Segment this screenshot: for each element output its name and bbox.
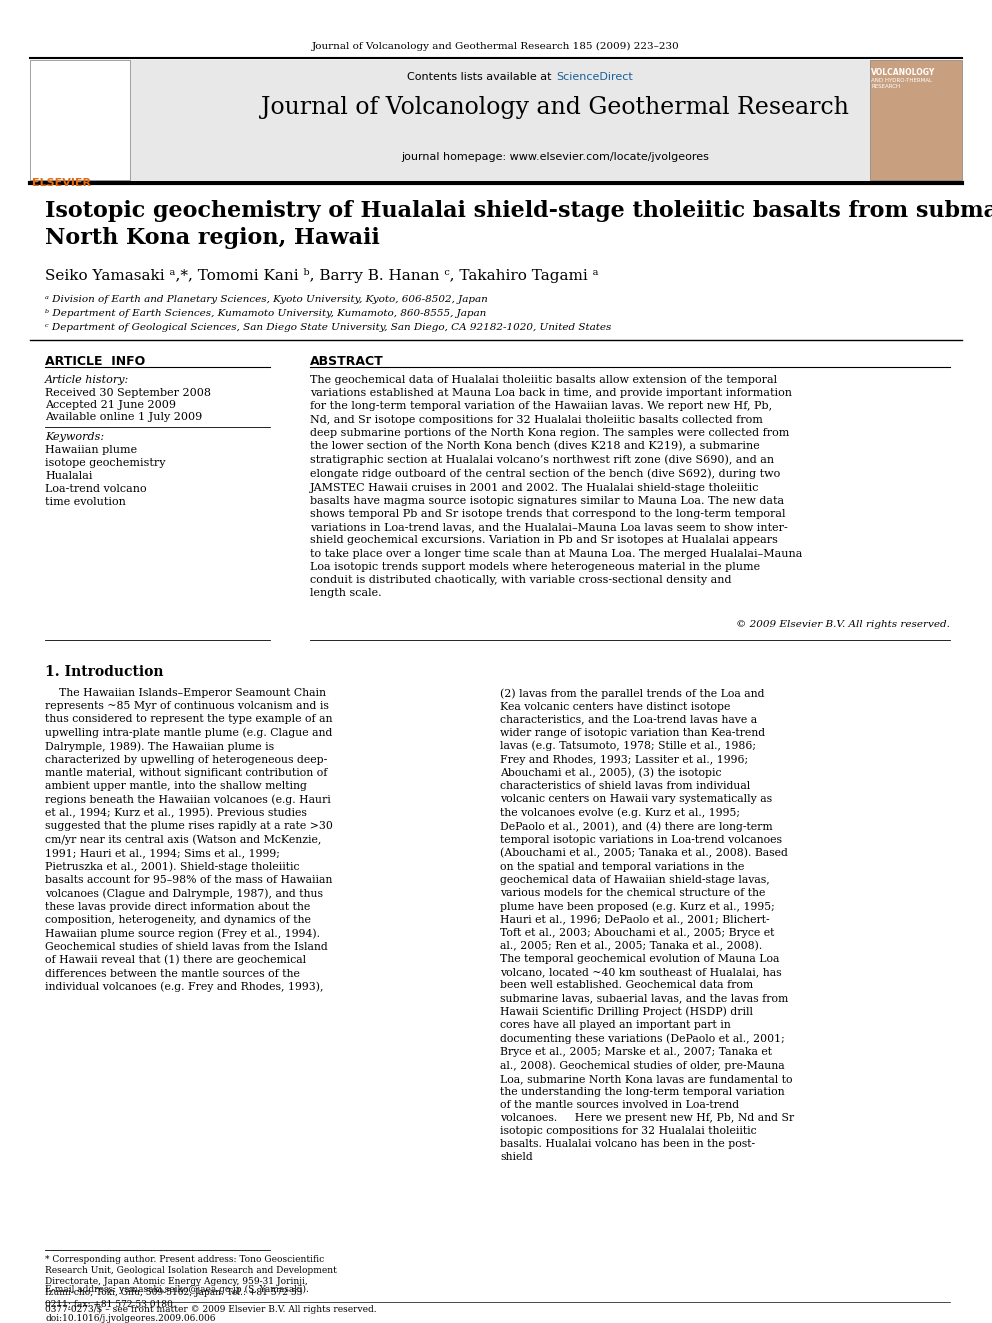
Text: Contents lists available at: Contents lists available at: [407, 71, 555, 82]
Bar: [870, 60, 962, 180]
Text: ᶜ Department of Geological Sciences, San Diego State University, San Diego, CA 9: ᶜ Department of Geological Sciences, San…: [45, 323, 611, 332]
Text: ᵇ Department of Earth Sciences, Kumamoto University, Kumamoto, 860-8555, Japan: ᵇ Department of Earth Sciences, Kumamoto…: [45, 310, 486, 318]
Text: Article history:: Article history:: [45, 374, 129, 385]
Text: 0377-0273/$ – see front matter © 2009 Elsevier B.V. All rights reserved.: 0377-0273/$ – see front matter © 2009 El…: [45, 1304, 377, 1314]
Text: Hualalai: Hualalai: [45, 471, 92, 482]
Text: isotope geochemistry: isotope geochemistry: [45, 458, 166, 468]
Text: E-mail address: yamasaki.seiko@jaea.go.jp (S. Yamasaki).: E-mail address: yamasaki.seiko@jaea.go.j…: [45, 1285, 309, 1294]
Text: Journal of Volcanology and Geothermal Research: Journal of Volcanology and Geothermal Re…: [261, 97, 849, 119]
Text: VOLCANOLOGY: VOLCANOLOGY: [871, 67, 935, 77]
Bar: [30, 60, 130, 180]
Text: AND HYDRO-THERMAL
RESEARCH: AND HYDRO-THERMAL RESEARCH: [871, 78, 932, 89]
Text: Available online 1 July 2009: Available online 1 July 2009: [45, 411, 202, 422]
Text: ELSEVIER: ELSEVIER: [32, 179, 91, 188]
Text: time evolution: time evolution: [45, 497, 126, 507]
Text: Isotopic geochemistry of Hualalai shield-stage tholeiitic basalts from submarine: Isotopic geochemistry of Hualalai shield…: [45, 200, 992, 249]
Text: * Corresponding author. Present address: Tono Geoscientific
Research Unit, Geolo: * Corresponding author. Present address:…: [45, 1256, 337, 1308]
Text: (2) lavas from the parallel trends of the Loa and
Kea volcanic centers have dist: (2) lavas from the parallel trends of th…: [500, 688, 795, 1162]
Text: journal homepage: www.elsevier.com/locate/jvolgeores: journal homepage: www.elsevier.com/locat…: [401, 152, 709, 161]
Text: Received 30 September 2008: Received 30 September 2008: [45, 388, 211, 398]
Text: ABSTRACT: ABSTRACT: [310, 355, 384, 368]
Text: Loa-trend volcano: Loa-trend volcano: [45, 484, 147, 493]
Text: ScienceDirect: ScienceDirect: [556, 71, 633, 82]
Text: 1. Introduction: 1. Introduction: [45, 665, 164, 679]
Text: ARTICLE  INFO: ARTICLE INFO: [45, 355, 145, 368]
Text: © 2009 Elsevier B.V. All rights reserved.: © 2009 Elsevier B.V. All rights reserved…: [736, 620, 950, 628]
Text: Seiko Yamasaki ᵃ,*, Tomomi Kani ᵇ, Barry B. Hanan ᶜ, Takahiro Tagami ᵃ: Seiko Yamasaki ᵃ,*, Tomomi Kani ᵇ, Barry…: [45, 269, 598, 283]
Bar: [30, 60, 900, 180]
Text: ᵃ Division of Earth and Planetary Sciences, Kyoto University, Kyoto, 606-8502, J: ᵃ Division of Earth and Planetary Scienc…: [45, 295, 488, 304]
Text: Hawaiian plume: Hawaiian plume: [45, 445, 137, 455]
Text: The Hawaiian Islands–Emperor Seamount Chain
represents ~85 Myr of continuous vol: The Hawaiian Islands–Emperor Seamount Ch…: [45, 688, 333, 992]
Text: Accepted 21 June 2009: Accepted 21 June 2009: [45, 400, 176, 410]
Text: doi:10.1016/j.jvolgeores.2009.06.006: doi:10.1016/j.jvolgeores.2009.06.006: [45, 1314, 215, 1323]
Text: Keywords:: Keywords:: [45, 433, 104, 442]
Text: Journal of Volcanology and Geothermal Research 185 (2009) 223–230: Journal of Volcanology and Geothermal Re…: [312, 42, 680, 52]
Text: The geochemical data of Hualalai tholeiitic basalts allow extension of the tempo: The geochemical data of Hualalai tholeii…: [310, 374, 803, 598]
